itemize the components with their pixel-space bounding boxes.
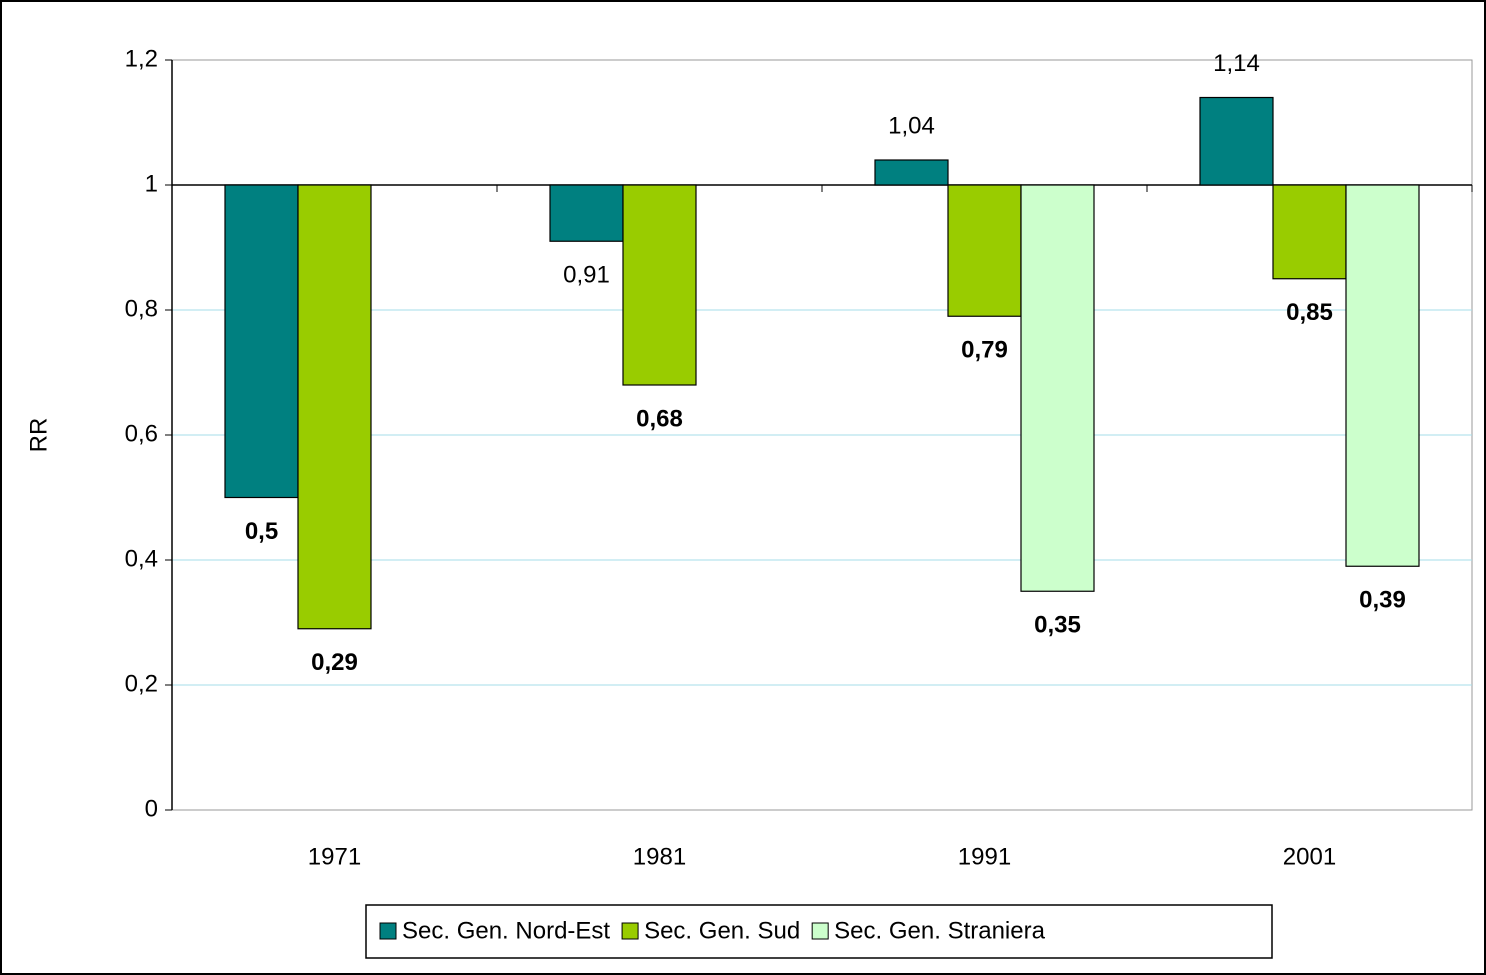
value-label: 0,85 <box>1286 299 1333 326</box>
bar <box>1345 184 1420 567</box>
legend-swatch <box>379 922 397 940</box>
y-tick-label: 1 <box>145 170 158 197</box>
x-tick-label: 1981 <box>633 843 686 870</box>
value-label: 0,5 <box>245 518 278 545</box>
value-label: 0,35 <box>1034 612 1081 639</box>
bar <box>224 184 299 499</box>
y-tick-label: 0 <box>145 795 158 822</box>
bar <box>1272 184 1347 280</box>
legend-swatch <box>621 922 639 940</box>
legend-label: Sec. Gen. Nord-Est <box>402 917 610 944</box>
bar <box>947 184 1022 317</box>
value-label: 0,91 <box>563 262 610 289</box>
x-tick-label: 2001 <box>1283 843 1336 870</box>
value-label: 0,68 <box>636 405 683 432</box>
value-label: 1,14 <box>1213 50 1260 77</box>
y-tick-label: 0,6 <box>125 420 158 447</box>
bar <box>549 184 624 242</box>
y-tick-label: 0,8 <box>125 295 158 322</box>
y-tick-label: 1,2 <box>125 45 158 72</box>
value-label: 0,39 <box>1359 587 1406 614</box>
bar <box>1199 96 1274 186</box>
bar <box>622 184 697 386</box>
legend-swatch <box>811 922 829 940</box>
legend-label: Sec. Gen. Straniera <box>834 917 1045 944</box>
bar <box>874 159 949 186</box>
legend-label: Sec. Gen. Sud <box>644 917 800 944</box>
value-label: 0,79 <box>961 337 1008 364</box>
value-label: 1,04 <box>888 112 935 139</box>
bar <box>1020 184 1095 592</box>
value-label: 0,29 <box>311 649 358 676</box>
y-tick-label: 0,4 <box>125 545 158 572</box>
x-tick-label: 1991 <box>958 843 1011 870</box>
bar <box>297 184 372 630</box>
x-tick-label: 1971 <box>308 843 361 870</box>
y-tick-label: 0,2 <box>125 670 158 697</box>
y-axis-label: RR <box>25 418 52 453</box>
